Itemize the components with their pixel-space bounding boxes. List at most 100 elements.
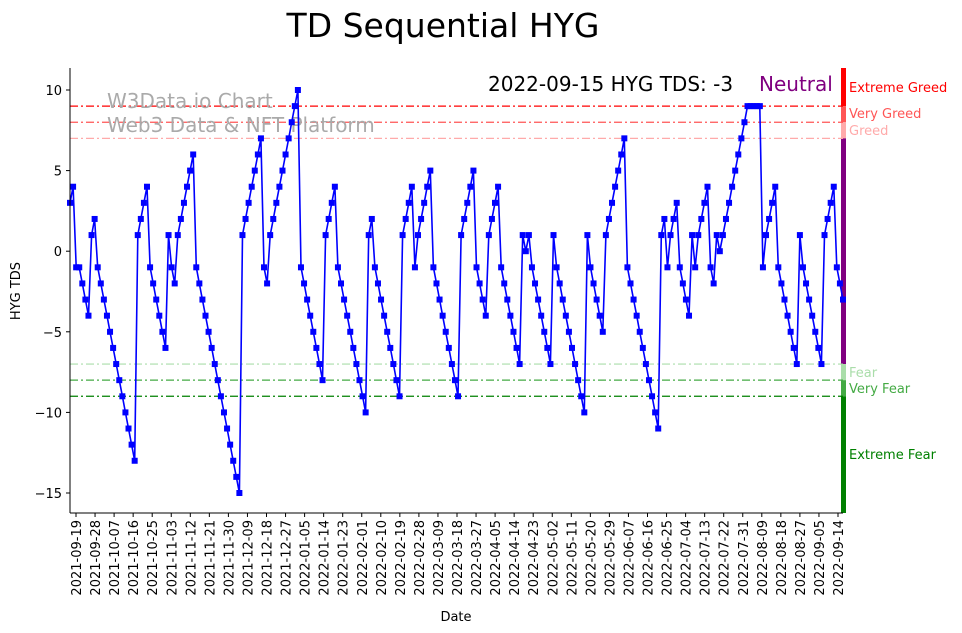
data-point [618, 151, 625, 158]
threshold-lines [70, 105, 843, 397]
data-point [143, 183, 150, 190]
data-point [415, 232, 422, 239]
data-point [402, 215, 409, 222]
data-point [236, 490, 243, 496]
data-point [156, 312, 163, 319]
data-point [593, 296, 600, 303]
data-point [338, 280, 345, 287]
x-ticks: 2021-09-19 2021-09-28 2021-10-07 2021-10-16… [70, 513, 847, 596]
data-point [159, 328, 166, 335]
data-point [504, 296, 511, 303]
data-point [276, 183, 283, 190]
annotation-status: Neutral [759, 72, 833, 96]
data-point [744, 103, 751, 110]
data-point [322, 232, 329, 239]
data-point [682, 296, 689, 303]
data-point [227, 441, 234, 448]
data-point [254, 151, 261, 158]
x-tick-label: 2022-04-14 [508, 520, 523, 596]
x-tick-label: 2022-04-23 [527, 520, 542, 596]
data-point [599, 328, 606, 335]
data-point [568, 344, 575, 351]
data-point [125, 425, 132, 432]
data-point [519, 232, 526, 239]
data-point [652, 409, 659, 416]
data-point [347, 328, 354, 335]
data-point [790, 344, 797, 351]
x-axis-label: Date [440, 610, 471, 625]
data-point [282, 151, 289, 158]
data-point [796, 232, 803, 239]
x-tick-label: 2022-07-13 [699, 520, 714, 596]
data-point [199, 296, 206, 303]
data-point [544, 344, 551, 351]
data-point [787, 328, 794, 335]
data-point [658, 232, 665, 239]
data-point [153, 296, 160, 303]
data-point [522, 248, 529, 255]
data-point [442, 328, 449, 335]
zone-very-greed [841, 106, 846, 123]
data-point [455, 393, 462, 400]
data-point [251, 167, 258, 174]
data-point [384, 328, 391, 335]
data-point [833, 264, 840, 271]
data-point [812, 328, 819, 335]
data-point [485, 232, 492, 239]
data-point [615, 167, 622, 174]
data-point [799, 264, 806, 271]
data-point [636, 328, 643, 335]
data-point [756, 103, 763, 110]
data-point [759, 264, 766, 271]
data-point [840, 296, 846, 303]
zone-neutral [841, 138, 846, 365]
x-tick-label: 2021-10-25 [146, 520, 161, 596]
data-point [100, 296, 107, 303]
x-tick-label: 2021-11-30 [222, 520, 237, 596]
data-point [307, 312, 314, 319]
data-point [781, 296, 788, 303]
data-point [196, 280, 203, 287]
x-tick-label: 2021-10-07 [108, 520, 123, 596]
data-point [88, 232, 95, 239]
data-point [532, 280, 539, 287]
x-tick-label: 2022-07-04 [680, 520, 695, 596]
data-point [559, 296, 566, 303]
x-tick-label: 2021-12-09 [241, 520, 256, 596]
data-point [374, 280, 381, 287]
data-point [562, 312, 569, 319]
data-point [193, 264, 200, 271]
x-tick-label: 2022-03-09 [432, 520, 447, 596]
data-point [331, 183, 338, 190]
data-point [291, 103, 298, 110]
data-point [180, 199, 187, 206]
data-point [602, 232, 609, 239]
data-point [411, 264, 418, 271]
data-point [630, 296, 637, 303]
data-point [698, 215, 705, 222]
x-tick-label: 2021-11-12 [184, 520, 199, 596]
data-point [510, 328, 517, 335]
x-tick-label: 2022-05-20 [584, 520, 599, 596]
data-point [467, 183, 474, 190]
data-point [119, 393, 126, 400]
data-point [729, 183, 736, 190]
x-tick-label: 2022-06-16 [642, 520, 657, 596]
data-point [775, 264, 782, 271]
data-point [128, 441, 135, 448]
data-point [378, 296, 385, 303]
data-point [445, 344, 452, 351]
data-point [464, 199, 471, 206]
data-point [624, 264, 631, 271]
x-tick-label: 2022-02-01 [356, 520, 371, 596]
data-point [174, 232, 181, 239]
data-point [701, 199, 708, 206]
x-tick-label: 2022-08-18 [775, 520, 790, 596]
data-point [778, 280, 785, 287]
data-point [107, 328, 114, 335]
data-point [710, 280, 717, 287]
x-tick-label: 2021-10-16 [127, 520, 142, 596]
data-point [70, 183, 77, 190]
data-point [541, 328, 548, 335]
